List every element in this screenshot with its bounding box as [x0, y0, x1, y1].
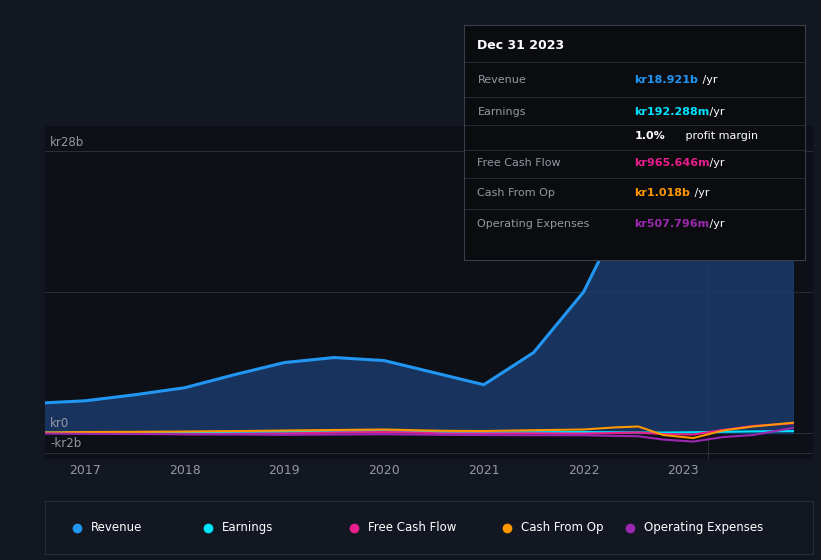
Text: /yr: /yr [691, 188, 710, 198]
Text: kr507.796m: kr507.796m [635, 219, 709, 229]
Text: profit margin: profit margin [682, 130, 758, 141]
Text: kr0: kr0 [50, 417, 70, 430]
Text: kr18.921b: kr18.921b [635, 76, 698, 86]
Text: Earnings: Earnings [222, 521, 273, 534]
Text: Operating Expenses: Operating Expenses [644, 521, 764, 534]
Text: 2020: 2020 [369, 464, 400, 477]
Text: 2017: 2017 [69, 464, 101, 477]
Text: Operating Expenses: Operating Expenses [478, 219, 589, 229]
Text: 2019: 2019 [268, 464, 300, 477]
Text: Earnings: Earnings [478, 107, 526, 117]
Text: 2021: 2021 [468, 464, 500, 477]
Text: kr192.288m: kr192.288m [635, 107, 709, 117]
Text: Free Cash Flow: Free Cash Flow [368, 521, 456, 534]
Text: 2022: 2022 [567, 464, 599, 477]
Text: kr965.646m: kr965.646m [635, 158, 710, 168]
Text: -kr2b: -kr2b [50, 437, 81, 450]
Text: /yr: /yr [706, 107, 724, 117]
Text: 2018: 2018 [169, 464, 200, 477]
Text: 1.0%: 1.0% [635, 130, 665, 141]
Text: /yr: /yr [706, 158, 724, 168]
Text: Free Cash Flow: Free Cash Flow [478, 158, 561, 168]
Text: Revenue: Revenue [91, 521, 143, 534]
Text: Cash From Op: Cash From Op [478, 188, 555, 198]
Text: /yr: /yr [699, 76, 717, 86]
Text: 2023: 2023 [667, 464, 699, 477]
Text: Revenue: Revenue [478, 76, 526, 86]
Text: Cash From Op: Cash From Op [521, 521, 603, 534]
Text: /yr: /yr [706, 219, 724, 229]
Text: kr1.018b: kr1.018b [635, 188, 690, 198]
Text: Dec 31 2023: Dec 31 2023 [478, 39, 565, 52]
Text: kr28b: kr28b [50, 136, 85, 149]
